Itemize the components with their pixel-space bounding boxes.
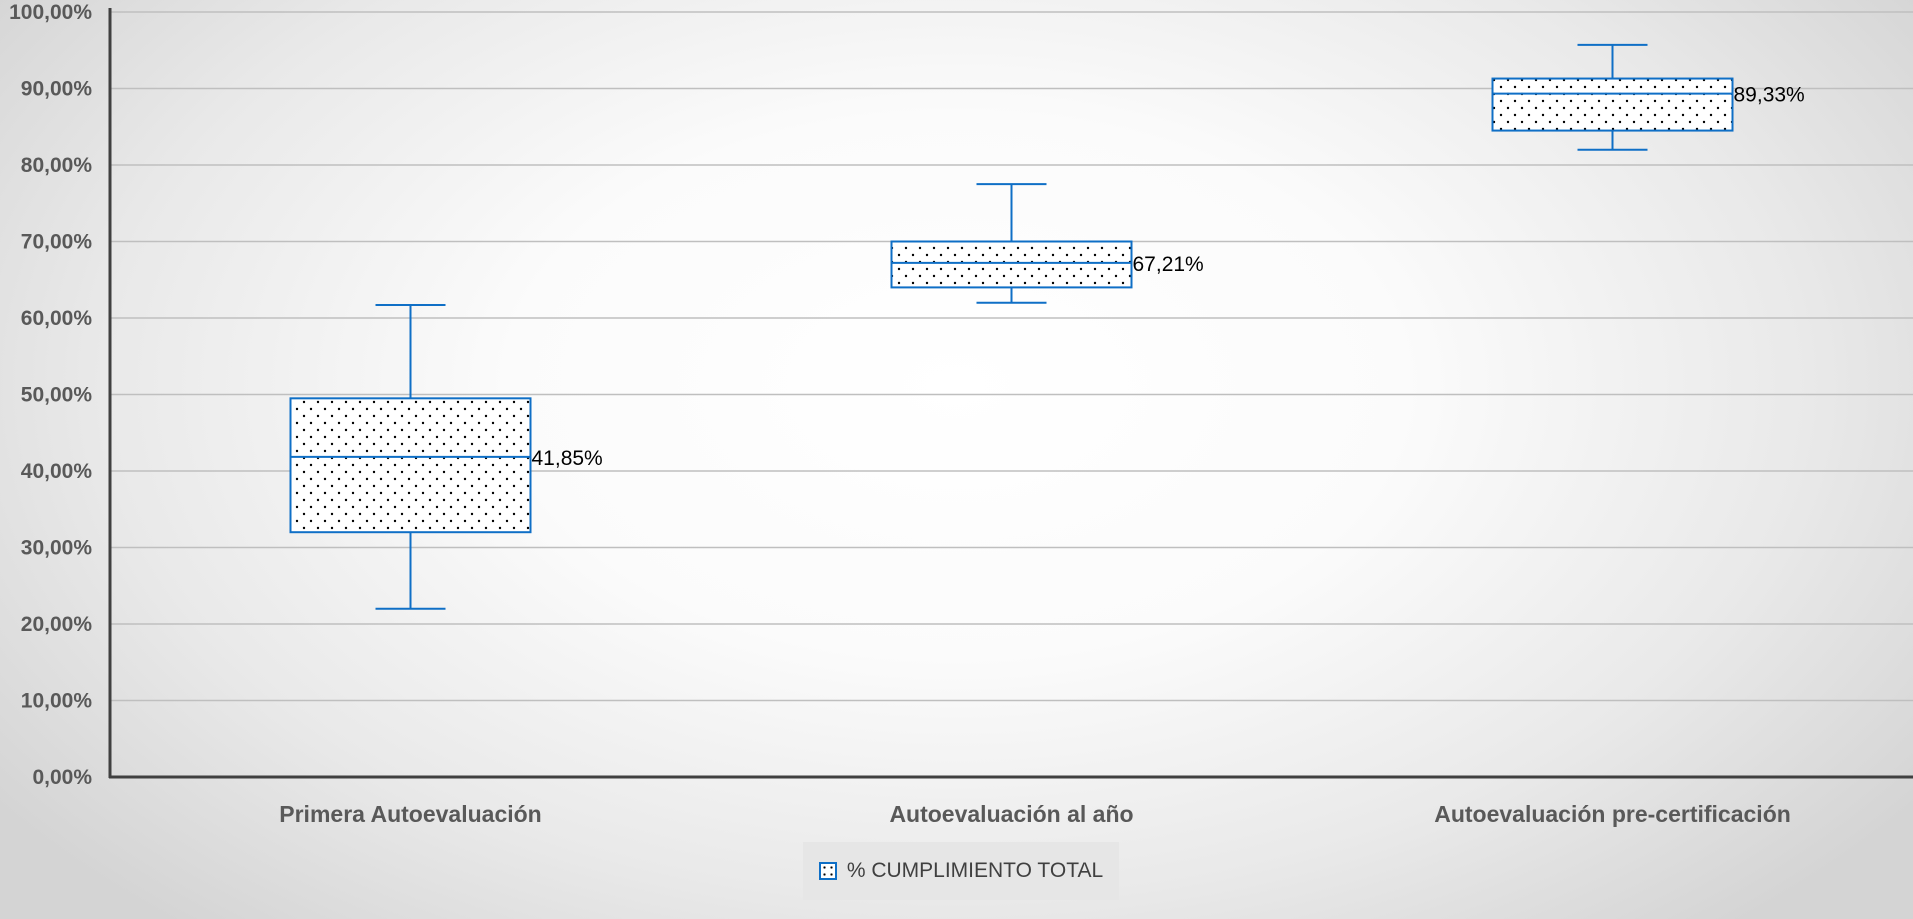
legend-label: % CUMPLIMIENTO TOTAL <box>846 859 1104 882</box>
y-tick-label: 40,00% <box>21 460 93 483</box>
y-tick-label: 50,00% <box>21 384 93 407</box>
y-tick-label: 10,00% <box>21 690 93 713</box>
category-label: Autoevaluación al año <box>889 801 1133 827</box>
box-3 <box>1491 43 1734 151</box>
box-1 <box>289 303 532 610</box>
median-data-label: 67,21% <box>1133 253 1204 276</box>
y-tick-label: 0,00% <box>32 766 92 789</box>
category-label: Primera Autoevaluación <box>279 801 541 827</box>
category-label: Autoevaluación pre-certificación <box>1434 801 1791 827</box>
iqr-box <box>890 240 1133 289</box>
y-tick-label: 30,00% <box>21 537 93 560</box>
iqr-box <box>289 397 532 534</box>
y-tick-label: 60,00% <box>21 307 93 330</box>
legend-swatch <box>818 862 837 880</box>
y-tick-label: 20,00% <box>21 613 93 636</box>
median-data-label: 41,85% <box>532 447 603 470</box>
y-tick-label: 70,00% <box>21 231 93 254</box>
y-tick-label: 90,00% <box>21 78 93 101</box>
labels: 0,00% 10,00% 20,00% 30,00% 40,00% 50,00% 60,00… <box>9 1 1805 827</box>
median-data-label: 89,33% <box>1734 84 1805 107</box>
axes <box>108 8 1913 779</box>
legend: % CUMPLIMIENTO TOTAL <box>803 842 1119 900</box>
box-series <box>289 43 1734 610</box>
y-tick-label: 100,00% <box>9 1 92 24</box>
iqr-box <box>1491 77 1734 132</box>
y-tick-label: 80,00% <box>21 154 93 177</box>
box-2 <box>890 183 1133 304</box>
